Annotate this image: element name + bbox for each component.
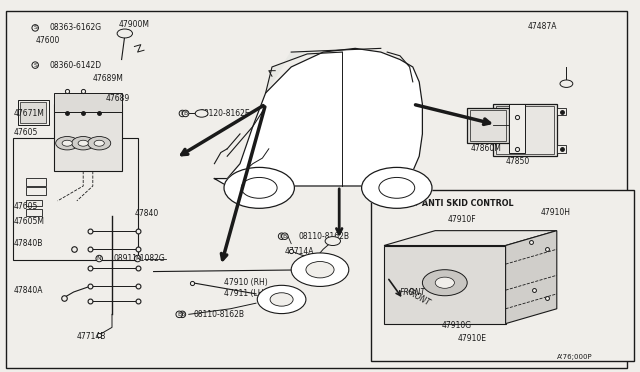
Text: 08911-1082G: 08911-1082G	[113, 254, 165, 263]
Text: 47605: 47605	[14, 202, 38, 211]
Polygon shape	[214, 48, 422, 186]
Circle shape	[88, 137, 111, 150]
Bar	[26, 200, 42, 206]
Circle shape	[325, 237, 340, 246]
Circle shape	[291, 253, 349, 286]
Bar	[509, 104, 525, 153]
Text: B: B	[283, 234, 287, 239]
Text: S: S	[33, 25, 37, 31]
Bar	[557, 145, 566, 153]
Circle shape	[78, 140, 88, 146]
Bar	[467, 108, 509, 143]
Text: FRONT: FRONT	[404, 287, 431, 308]
Circle shape	[72, 137, 95, 150]
Bar	[470, 110, 506, 141]
Circle shape	[62, 140, 72, 146]
Bar	[496, 106, 554, 154]
Text: 47605: 47605	[14, 128, 38, 137]
Text: 47714A: 47714A	[285, 247, 314, 256]
Bar	[20, 102, 46, 123]
Text: 47840A: 47840A	[14, 286, 44, 295]
Polygon shape	[266, 52, 342, 93]
Text: 08120-8162E: 08120-8162E	[200, 109, 250, 118]
Text: 47487A: 47487A	[528, 22, 557, 31]
Circle shape	[195, 110, 208, 117]
Circle shape	[94, 140, 104, 146]
Circle shape	[306, 262, 334, 278]
Text: 47850: 47850	[506, 157, 530, 166]
Text: 47671M: 47671M	[14, 109, 45, 118]
Text: 47910F: 47910F	[448, 215, 477, 224]
Text: 47600: 47600	[35, 36, 60, 45]
Polygon shape	[384, 231, 557, 246]
Text: FRONT: FRONT	[400, 288, 426, 296]
Text: B: B	[184, 111, 188, 116]
Text: 08110-8162B: 08110-8162B	[299, 232, 350, 241]
Bar	[384, 246, 506, 324]
Text: 47689: 47689	[106, 94, 130, 103]
Circle shape	[56, 137, 79, 150]
Text: N: N	[135, 256, 140, 261]
Text: 08363-6162G: 08363-6162G	[49, 23, 101, 32]
Text: 47714B: 47714B	[77, 332, 106, 341]
Text: 47910G: 47910G	[442, 321, 472, 330]
Text: 08360-6142D: 08360-6142D	[49, 61, 101, 70]
Bar	[13, 138, 138, 260]
Circle shape	[257, 285, 306, 314]
Circle shape	[362, 167, 432, 208]
Bar	[26, 209, 42, 216]
Text: B: B	[180, 111, 184, 116]
Bar	[371, 190, 634, 361]
Text: B: B	[177, 312, 181, 317]
Circle shape	[117, 29, 132, 38]
Text: N: N	[97, 256, 102, 261]
Text: 47910E: 47910E	[458, 334, 486, 343]
Text: 47840: 47840	[134, 209, 159, 218]
Bar	[18, 100, 49, 125]
Text: A'76;000P: A'76;000P	[557, 354, 593, 360]
Circle shape	[422, 270, 467, 296]
Bar	[54, 104, 122, 171]
Text: 47910 (RH): 47910 (RH)	[224, 278, 268, 287]
Text: B: B	[280, 234, 284, 239]
Polygon shape	[506, 231, 557, 324]
Text: 47900M: 47900M	[118, 20, 149, 29]
Text: S: S	[33, 62, 37, 68]
Bar	[557, 108, 566, 115]
Circle shape	[435, 277, 454, 288]
Bar	[54, 93, 122, 112]
Circle shape	[560, 80, 573, 87]
Bar	[493, 104, 557, 156]
Text: 47605M: 47605M	[14, 217, 45, 226]
Text: 47689M: 47689M	[93, 74, 124, 83]
Text: WITHOUT ANTI SKID CONTROL: WITHOUT ANTI SKID CONTROL	[376, 199, 514, 208]
Bar	[26, 178, 46, 186]
Text: 47911 (LH): 47911 (LH)	[224, 289, 266, 298]
Circle shape	[270, 293, 293, 306]
Text: 47840B: 47840B	[14, 239, 44, 248]
Text: 47860M: 47860M	[470, 144, 501, 153]
Bar	[26, 187, 46, 195]
Text: B: B	[180, 312, 184, 317]
Circle shape	[224, 167, 294, 208]
Text: 08110-8162B: 08110-8162B	[193, 310, 244, 319]
Text: 47910H: 47910H	[541, 208, 571, 217]
